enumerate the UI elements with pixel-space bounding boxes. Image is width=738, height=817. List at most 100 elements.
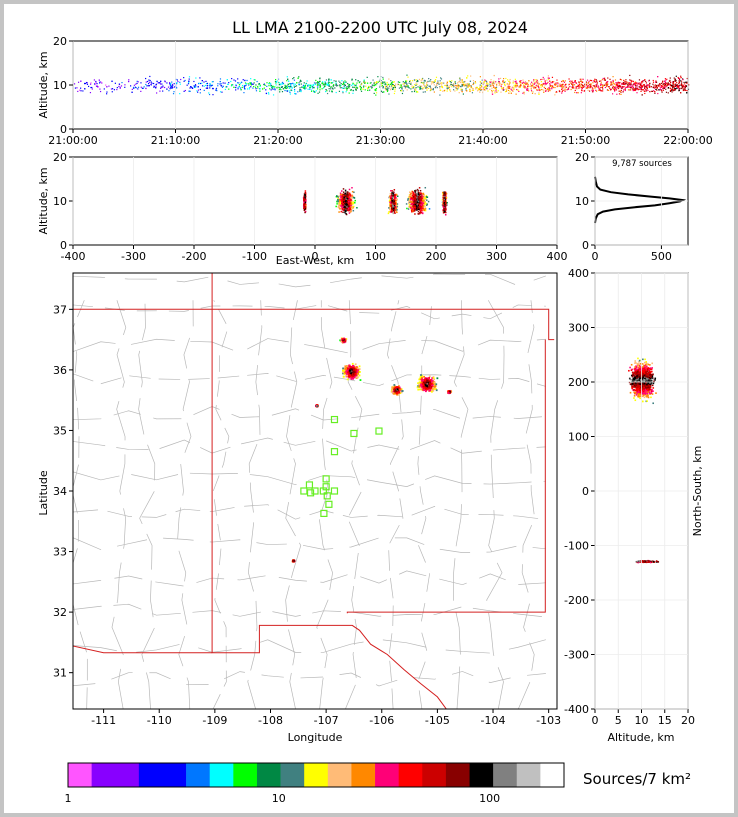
source-point (303, 201, 305, 203)
source-point (353, 191, 355, 194)
source-point (140, 86, 142, 88)
source-point (602, 90, 604, 92)
source-point (412, 206, 415, 208)
source-point (140, 90, 142, 92)
source-point (541, 84, 543, 86)
source-point (629, 74, 631, 77)
source-point (476, 86, 478, 89)
source-point (414, 191, 417, 193)
source-point (444, 204, 447, 206)
source-point (635, 86, 637, 88)
source-point (610, 82, 612, 84)
source-point (635, 88, 637, 90)
source-point (522, 85, 525, 87)
source-point (540, 84, 542, 87)
source-point (416, 91, 418, 93)
source-point (342, 200, 345, 202)
source-point (402, 81, 404, 83)
figure-title: LL LMA 2100-2200 UTC July 08, 2024 (232, 18, 528, 37)
source-point (645, 90, 648, 92)
source-point (667, 87, 670, 89)
source-point (230, 80, 232, 83)
source-point (96, 83, 98, 85)
source-point (389, 192, 392, 195)
source-point (665, 91, 668, 93)
source-point (486, 87, 488, 90)
source-point (339, 87, 341, 89)
source-point (502, 80, 505, 82)
source-point (408, 82, 410, 84)
source-point (490, 85, 492, 87)
source-point (555, 84, 557, 86)
source-point (555, 91, 557, 94)
source-point (388, 211, 390, 213)
source-point (414, 199, 417, 201)
source-point (659, 83, 661, 85)
source-point (395, 207, 398, 209)
source-point (634, 81, 637, 83)
source-point (679, 87, 681, 90)
source-point (652, 79, 654, 82)
source-point (504, 84, 506, 86)
source-point (269, 88, 271, 90)
source-point (399, 392, 402, 395)
source-point (630, 79, 632, 81)
source-point (349, 193, 352, 196)
source-point (378, 80, 381, 82)
source-point (450, 81, 452, 84)
source-point (394, 212, 396, 214)
source-point (288, 87, 290, 89)
source-point (597, 86, 599, 88)
source-point (537, 82, 539, 84)
source-point (338, 90, 341, 92)
source-point (420, 211, 423, 214)
source-point (460, 86, 462, 88)
source-point (657, 84, 659, 86)
source-point (403, 84, 405, 86)
source-point (184, 89, 186, 92)
altitude-eastwest-ylabel: Altitude, km (37, 167, 50, 234)
source-point (153, 86, 155, 88)
source-point (408, 206, 411, 208)
source-point (324, 85, 326, 87)
source-point (363, 81, 365, 83)
source-point (392, 204, 394, 206)
source-point (502, 78, 505, 80)
source-point (678, 82, 680, 85)
source-point (417, 197, 420, 200)
source-point (671, 89, 674, 91)
source-point (346, 371, 349, 374)
source-point (272, 94, 275, 96)
source-point (624, 81, 626, 83)
source-point (336, 201, 338, 203)
source-point (409, 196, 411, 198)
source-point (680, 80, 683, 82)
source-point (390, 205, 393, 207)
source-point (453, 85, 455, 87)
source-point (302, 86, 304, 88)
source-point (681, 86, 683, 89)
source-point (421, 212, 424, 214)
source-point (150, 81, 152, 83)
source-point (424, 206, 426, 208)
source-point (136, 80, 138, 82)
source-point (401, 86, 403, 88)
source-point (243, 92, 245, 94)
source-point (118, 83, 120, 85)
source-point (324, 81, 326, 83)
source-point (461, 88, 463, 90)
source-point (510, 92, 512, 94)
source-point (466, 86, 468, 88)
plan-view-points (291, 337, 453, 563)
source-point (356, 372, 359, 375)
source-point (358, 81, 361, 84)
source-point (380, 85, 382, 87)
source-point (681, 87, 683, 90)
source-point (343, 82, 345, 84)
source-point (350, 203, 353, 206)
source-point (391, 81, 394, 83)
source-point (566, 89, 568, 91)
source-point (445, 192, 448, 195)
time-tick-label: 21:00:00 (48, 134, 97, 147)
source-point (452, 84, 454, 86)
